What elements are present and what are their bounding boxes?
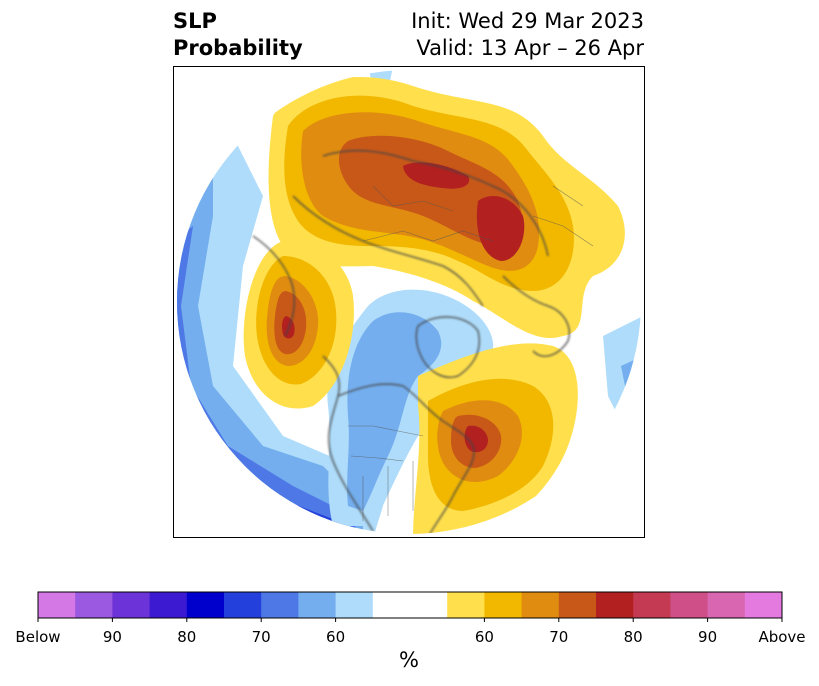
colorbar-segment bbox=[186, 592, 225, 618]
above-east-red bbox=[464, 425, 488, 453]
colorbar-segment bbox=[484, 592, 523, 618]
greenland-coast bbox=[415, 316, 480, 378]
coastlines bbox=[252, 149, 570, 534]
colorbar-tick-label: 90 bbox=[102, 628, 122, 646]
colorbar-segment bbox=[521, 592, 560, 618]
slp-probability-map bbox=[173, 66, 645, 538]
below-canada-mid bbox=[347, 312, 442, 511]
colorbar-segment bbox=[707, 592, 746, 618]
colorbar-segment bbox=[298, 592, 337, 618]
border-lines bbox=[348, 185, 594, 521]
product-title: Probability bbox=[173, 36, 303, 60]
probability-shading bbox=[177, 70, 641, 534]
colorbar-tick-label: 80 bbox=[177, 628, 197, 646]
colorbar-unit-label: % bbox=[399, 648, 419, 672]
colorbar-tick-label: 70 bbox=[251, 628, 271, 646]
title-left: SLP Probability bbox=[173, 8, 303, 62]
title-right: Init: Wed 29 Mar 2023 Valid: 13 Apr – 26… bbox=[411, 8, 644, 62]
colorbar-segment bbox=[335, 592, 374, 618]
map-frame bbox=[173, 66, 645, 538]
colorbar-tick-label: 60 bbox=[326, 628, 346, 646]
colorbar-tick-label: 80 bbox=[623, 628, 643, 646]
valid-range: Valid: 13 Apr – 26 Apr bbox=[416, 36, 644, 60]
variable-title: SLP bbox=[173, 9, 217, 33]
eurasia-coast bbox=[292, 149, 549, 307]
colorbar-segment bbox=[112, 592, 151, 618]
above-eurasia-dark bbox=[338, 135, 522, 247]
colorbar-tick-label: Above bbox=[758, 628, 806, 646]
europe-coast bbox=[502, 275, 570, 357]
colorbar-frame bbox=[37, 591, 783, 619]
colorbar-segment bbox=[670, 592, 709, 618]
above-eurasia-red-2 bbox=[476, 196, 525, 261]
colorbar-segment bbox=[744, 592, 783, 618]
colorbar-tick-label: 90 bbox=[698, 628, 718, 646]
colorbar-segment bbox=[372, 592, 448, 618]
north-america-coast bbox=[322, 355, 475, 534]
colorbar-tick-label: 60 bbox=[474, 628, 494, 646]
asia-east-coast bbox=[252, 235, 295, 337]
colorbar-segment bbox=[633, 592, 671, 618]
colorbar-tick-label: Below bbox=[15, 628, 61, 646]
colorbar-segment bbox=[224, 592, 262, 618]
init-date: Init: Wed 29 Mar 2023 bbox=[411, 9, 644, 33]
colorbar-segment bbox=[558, 592, 597, 618]
colorbar-segment bbox=[447, 592, 485, 618]
colorbar-segment bbox=[38, 592, 76, 618]
above-eurasia-red-1 bbox=[403, 162, 470, 189]
colorbar-segment bbox=[596, 592, 634, 618]
probability-colorbar bbox=[37, 591, 783, 622]
colorbar-segment bbox=[149, 592, 188, 618]
colorbar-tick-label: 70 bbox=[549, 628, 569, 646]
colorbar-segment bbox=[75, 592, 113, 618]
colorbar-segment bbox=[261, 592, 299, 618]
